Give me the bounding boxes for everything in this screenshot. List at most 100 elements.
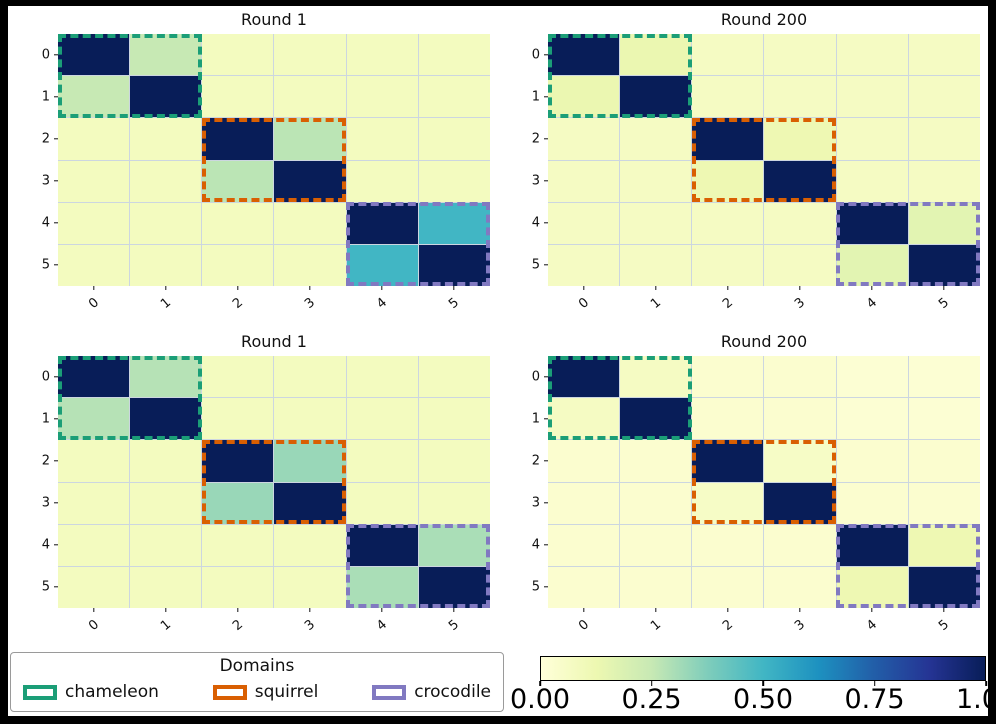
subplot-round200-bottom: Round 200 0 1 2 3 4 5 0 1 2 3 4 5 <box>502 330 988 648</box>
y-tick-mark <box>54 264 58 266</box>
colorbar-tick-mark <box>539 681 541 686</box>
heatmap-cell-r2c3 <box>764 118 836 160</box>
heatmap-cell-r1c4 <box>346 398 418 440</box>
colorbar-tick-label: 0.00 <box>509 684 571 715</box>
y-tick-mark <box>544 264 548 266</box>
x-tick-mark <box>237 286 239 290</box>
x-tick-mark <box>583 608 585 612</box>
heatmap-cell-r4c1 <box>130 202 202 244</box>
heatmap-cell-r2c3 <box>274 118 346 160</box>
x-tick-label: 4 <box>864 617 880 634</box>
heatmap-cell-r1c0 <box>548 398 620 440</box>
x-tick-mark <box>453 286 455 290</box>
heatmap-cell-r4c5 <box>418 202 490 244</box>
y-tick-mark <box>544 544 548 546</box>
heatmap-cell-r3c4 <box>346 160 418 202</box>
domains-legend: Domains chameleon squirrel crocodile <box>10 652 504 712</box>
heatmap-cell-r3c2 <box>202 482 274 524</box>
heatmap-cell-r3c3 <box>274 482 346 524</box>
heatmap-cell-r2c0 <box>58 440 130 482</box>
y-tick-mark <box>54 418 58 420</box>
heatmap-cell-r0c3 <box>764 34 836 76</box>
y-tick-mark <box>544 222 548 224</box>
x-tick-mark <box>727 286 729 290</box>
heatmap-cell-r4c0 <box>548 202 620 244</box>
x-tick-mark <box>309 286 311 290</box>
heatmap-cell-r3c0 <box>548 482 620 524</box>
heatmap-cell-r4c4 <box>836 202 908 244</box>
heatmap-cell-r3c2 <box>692 160 764 202</box>
heatmap-cell-r0c0 <box>58 356 130 398</box>
x-tick-mark <box>381 286 383 290</box>
heatmap-grid: 0 1 2 3 4 5 0 1 2 3 4 5 <box>532 34 980 312</box>
x-tick-label: 4 <box>374 295 390 312</box>
heatmap-cell-r3c3 <box>764 482 836 524</box>
colorbar-tick-label: 0.50 <box>732 684 794 715</box>
heatmap-cell-r0c5 <box>908 356 980 398</box>
y-tick-label: 3 <box>531 495 540 511</box>
heatmap-cell-r4c3 <box>764 524 836 566</box>
figure-canvas: Round 1 0 1 2 3 4 5 0 1 2 3 4 5 Round 200 0 1 2 3 4 5 0… <box>8 6 996 716</box>
legend-item-chameleon: chameleon <box>23 682 159 702</box>
heatmap-cell-r1c3 <box>274 398 346 440</box>
heatmap-cell-r5c1 <box>620 566 692 608</box>
y-tick-mark <box>54 54 58 56</box>
subplot-title: Round 1 <box>241 332 307 351</box>
heatmap-cell-r4c2 <box>692 202 764 244</box>
legend-label: crocodile <box>414 682 491 702</box>
legend-label: squirrel <box>254 682 319 702</box>
x-tick-mark <box>165 608 167 612</box>
heatmap-cell-r3c5 <box>418 482 490 524</box>
heatmap-cell-r2c4 <box>836 440 908 482</box>
y-tick-label: 5 <box>531 257 540 273</box>
x-tick-label: 2 <box>230 617 246 634</box>
colorbar-tick-mark <box>873 681 876 686</box>
heatmap-cell-r4c4 <box>346 524 418 566</box>
legend-item-crocodile: crocodile <box>372 682 491 702</box>
x-tick-label: 5 <box>936 617 952 634</box>
x-tick-label: 5 <box>446 295 462 312</box>
y-tick-label: 5 <box>41 257 50 273</box>
heatmap-cell-r0c5 <box>908 34 980 76</box>
y-tick-mark <box>544 54 548 56</box>
heatmap-cell-r5c0 <box>58 244 130 286</box>
heatmap-cell-r1c0 <box>548 76 620 118</box>
y-tick-label: 2 <box>41 453 50 469</box>
heatmap-cell-r4c5 <box>418 524 490 566</box>
heatmap-cell-r5c3 <box>274 244 346 286</box>
heatmap-cell-r3c2 <box>692 482 764 524</box>
heatmap-cell-r2c1 <box>130 118 202 160</box>
y-tick-mark <box>544 418 548 420</box>
x-tick-label: 2 <box>720 617 736 634</box>
x-tick-mark <box>727 608 729 612</box>
x-tick-mark <box>165 286 167 290</box>
x-tick-label: 3 <box>302 617 318 634</box>
y-tick-mark <box>544 138 548 140</box>
heatmap-cell-r1c4 <box>836 76 908 118</box>
heatmap-cell-r0c1 <box>130 356 202 398</box>
heatmap-cell-r5c4 <box>836 244 908 286</box>
x-tick-label: 2 <box>720 295 736 312</box>
legend-title: Domains <box>219 656 295 676</box>
y-tick-label: 0 <box>41 369 50 385</box>
heatmap-cell-r2c0 <box>58 118 130 160</box>
heatmap-cells <box>548 356 980 608</box>
heatmap-cell-r4c4 <box>836 524 908 566</box>
heatmap-cell-r5c1 <box>130 244 202 286</box>
heatmap-cell-r3c0 <box>58 482 130 524</box>
x-tick-mark <box>943 286 945 290</box>
x-tick-label: 5 <box>936 295 952 312</box>
y-tick-label: 4 <box>531 215 540 231</box>
heatmap-cell-r2c0 <box>548 118 620 160</box>
y-tick-label: 1 <box>531 89 540 105</box>
x-tick-label: 3 <box>792 295 808 312</box>
heatmap-cell-r2c2 <box>692 118 764 160</box>
x-tick-label: 4 <box>864 295 880 312</box>
heatmap-cell-r3c5 <box>908 160 980 202</box>
heatmap-cell-r3c5 <box>418 160 490 202</box>
x-tick-label: 1 <box>158 295 174 312</box>
x-tick-label: 3 <box>302 295 318 312</box>
x-tick-label: 2 <box>230 295 246 312</box>
y-tick-mark <box>54 138 58 140</box>
heatmap-cell-r1c3 <box>764 76 836 118</box>
